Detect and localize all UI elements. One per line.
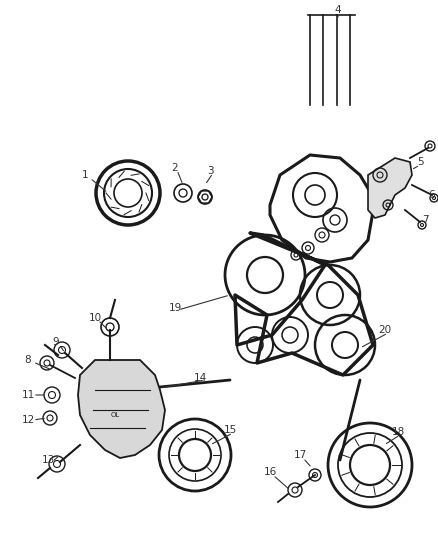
Text: 12: 12 xyxy=(21,415,35,425)
Text: 5: 5 xyxy=(417,157,423,167)
Text: 2: 2 xyxy=(172,163,178,173)
Text: 10: 10 xyxy=(88,313,102,323)
Text: 20: 20 xyxy=(378,325,392,335)
Text: 15: 15 xyxy=(223,425,237,435)
Polygon shape xyxy=(78,360,165,458)
Text: 17: 17 xyxy=(293,450,307,460)
Text: 1: 1 xyxy=(82,170,88,180)
Text: 13: 13 xyxy=(41,455,55,465)
Text: 3: 3 xyxy=(207,166,213,176)
Text: 19: 19 xyxy=(168,303,182,313)
Text: 4: 4 xyxy=(335,5,341,15)
Text: 7: 7 xyxy=(422,215,428,225)
Text: 11: 11 xyxy=(21,390,35,400)
Text: 16: 16 xyxy=(263,467,277,477)
Text: 8: 8 xyxy=(25,355,31,365)
Text: 18: 18 xyxy=(392,427,405,437)
Text: 9: 9 xyxy=(53,337,59,347)
Text: 6: 6 xyxy=(429,190,435,200)
Polygon shape xyxy=(368,158,412,218)
Text: OL: OL xyxy=(110,412,120,418)
Text: 14: 14 xyxy=(193,373,207,383)
